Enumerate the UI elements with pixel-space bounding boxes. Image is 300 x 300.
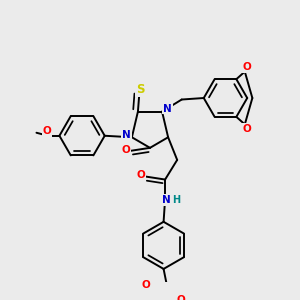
Text: O: O xyxy=(137,170,146,180)
Text: O: O xyxy=(141,280,150,290)
Text: O: O xyxy=(42,126,51,136)
Text: N: N xyxy=(163,103,172,114)
Text: N: N xyxy=(162,195,171,205)
Text: O: O xyxy=(242,62,251,72)
Text: S: S xyxy=(136,83,144,96)
Text: O: O xyxy=(177,295,185,300)
Text: O: O xyxy=(242,124,251,134)
Text: H: H xyxy=(172,195,181,205)
Text: O: O xyxy=(122,145,130,155)
Text: N: N xyxy=(122,130,131,140)
